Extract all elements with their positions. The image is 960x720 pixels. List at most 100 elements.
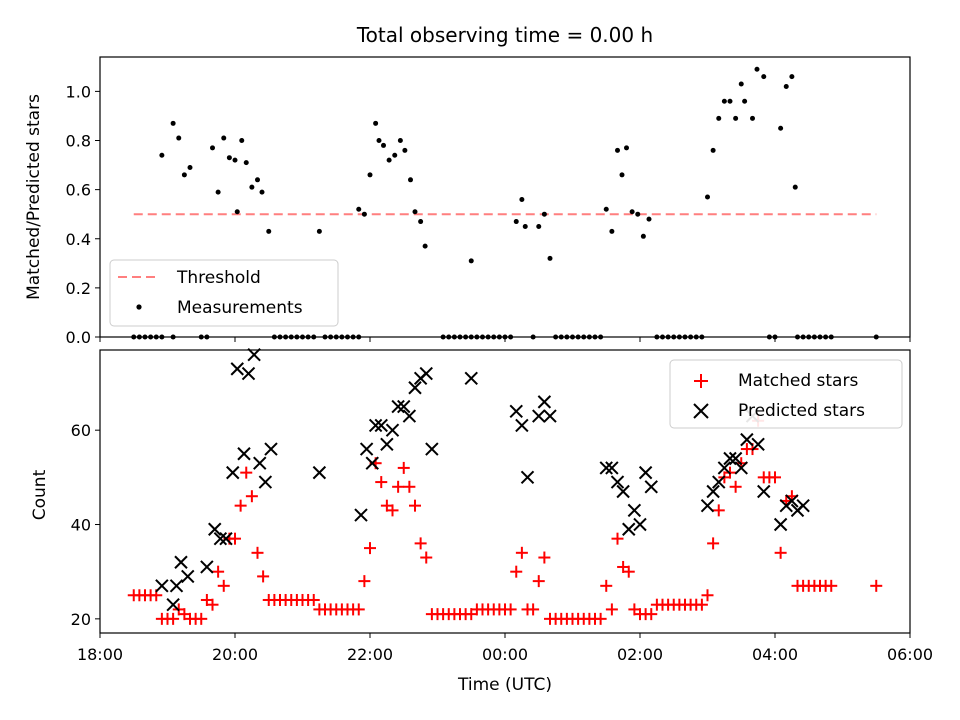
predicted-star-point xyxy=(181,569,195,584)
bottom-x-tick-label: 02:00 xyxy=(617,645,663,664)
measurement-point xyxy=(367,172,373,178)
matched-star-point xyxy=(392,480,405,493)
predicted-star-point xyxy=(515,418,529,433)
predicted-star-point xyxy=(368,418,383,433)
measurement-point xyxy=(226,155,232,161)
bottom-y-tick-label: 20 xyxy=(71,610,91,629)
bottom-y-tick-label: 40 xyxy=(71,516,91,535)
predicted-star-point xyxy=(509,404,523,419)
predicted-star-point xyxy=(610,475,625,489)
matched-star-point xyxy=(212,565,225,578)
measurement-point xyxy=(259,189,265,195)
measurement-point xyxy=(373,120,379,126)
predicted-star-point xyxy=(717,461,732,475)
bottom-x-tick-label: 00:00 xyxy=(482,645,528,664)
measurement-point xyxy=(778,125,784,131)
top-y-tick-label: 0.8 xyxy=(66,132,91,151)
measurement-point xyxy=(397,138,403,144)
measurement-point xyxy=(716,115,722,121)
measurement-point xyxy=(646,216,652,222)
measurement-point xyxy=(624,145,629,151)
top-plot-area xyxy=(131,66,879,340)
predicted-star-point xyxy=(374,418,388,433)
matched-star-point xyxy=(352,603,365,616)
measurement-point xyxy=(381,142,386,148)
matched-star-point xyxy=(364,542,376,555)
measurement-point xyxy=(361,211,367,217)
measurement-point xyxy=(754,66,760,72)
predicted-star-point xyxy=(213,531,228,546)
measurement-point xyxy=(513,219,519,225)
predicted-star-point xyxy=(230,362,244,376)
predicted-star-point xyxy=(253,456,267,470)
measurement-point xyxy=(792,184,798,190)
predicted-star-point xyxy=(723,451,737,466)
measurement-point xyxy=(210,145,215,151)
matched-star-point xyxy=(375,476,388,489)
predicted-star-point xyxy=(785,494,799,508)
measurement-point xyxy=(170,120,176,126)
bottom-x-axis: 18:00 20:00 22:00 00:00 02:00 04:00 06:00 xyxy=(77,633,933,664)
matched-star-point xyxy=(409,499,421,512)
matched-star-point xyxy=(307,593,320,606)
matched-star-point xyxy=(527,603,540,616)
measurement-point xyxy=(356,206,362,212)
matched-star-point xyxy=(358,575,371,588)
predicted-star-point xyxy=(237,447,251,461)
matched-star-point xyxy=(206,598,219,611)
measurement-point xyxy=(266,228,272,234)
matched-star-point xyxy=(769,471,781,484)
predicted-star-point xyxy=(773,517,788,532)
predicted-star-point xyxy=(174,555,188,569)
bottom-x-tick-label: 22:00 xyxy=(347,645,393,664)
matched-star-point xyxy=(729,480,742,493)
bottom-x-tick-label: 18:00 xyxy=(77,645,123,664)
predicted-star-point xyxy=(627,503,642,518)
predicted-star-point xyxy=(700,498,715,513)
bottom-y-tick-label: 60 xyxy=(71,421,91,440)
matched-star-point xyxy=(504,603,517,616)
legend-predicted-label: Predicted stars xyxy=(738,401,865,421)
measurement-point xyxy=(187,165,193,171)
predicted-star-point xyxy=(537,395,552,409)
bottom-x-tick-label: 06:00 xyxy=(887,645,933,664)
matched-star-point xyxy=(251,546,264,559)
predicted-star-point xyxy=(312,465,327,480)
measurement-point xyxy=(249,184,255,190)
bottom-plot-area xyxy=(127,348,883,625)
measurement-point xyxy=(629,209,635,215)
measurement-point xyxy=(536,223,542,229)
top-legend: Threshold Measurements xyxy=(109,259,339,327)
measurement-point xyxy=(386,157,392,163)
matched-star-point xyxy=(538,551,551,564)
predicted-star-point xyxy=(241,366,256,381)
matched-star-point xyxy=(229,532,241,545)
matched-star-point xyxy=(645,608,658,621)
bottom-y-axis: 20 40 60 xyxy=(71,421,100,629)
predicted-star-point xyxy=(208,522,222,536)
predicted-star-point xyxy=(532,409,546,423)
top-y-tick-label: 0.4 xyxy=(66,230,91,249)
measurement-point xyxy=(316,228,322,234)
measurement-point xyxy=(412,209,418,215)
measurement-point xyxy=(468,258,474,264)
measurement-point xyxy=(221,135,227,141)
predicted-star-point xyxy=(359,442,374,456)
predicted-star-point xyxy=(543,409,557,423)
predicted-star-point xyxy=(633,517,647,532)
measurement-point xyxy=(255,177,260,183)
predicted-star-point xyxy=(622,522,636,536)
top-y-tick-label: 0.0 xyxy=(66,328,91,347)
measurement-point xyxy=(615,147,620,153)
bottom-x-axis-label: Time (UTC) xyxy=(457,675,552,695)
measurement-point xyxy=(376,138,382,144)
predicted-star-point xyxy=(616,484,630,499)
measurement-point xyxy=(418,219,424,225)
measurement-point xyxy=(232,157,238,163)
measurement-point xyxy=(239,138,245,144)
predicted-star-point xyxy=(644,480,658,494)
measurement-point xyxy=(789,74,795,80)
matched-star-point xyxy=(825,579,838,592)
measurement-point xyxy=(243,160,249,166)
legend-measurements-swatch xyxy=(136,304,142,310)
